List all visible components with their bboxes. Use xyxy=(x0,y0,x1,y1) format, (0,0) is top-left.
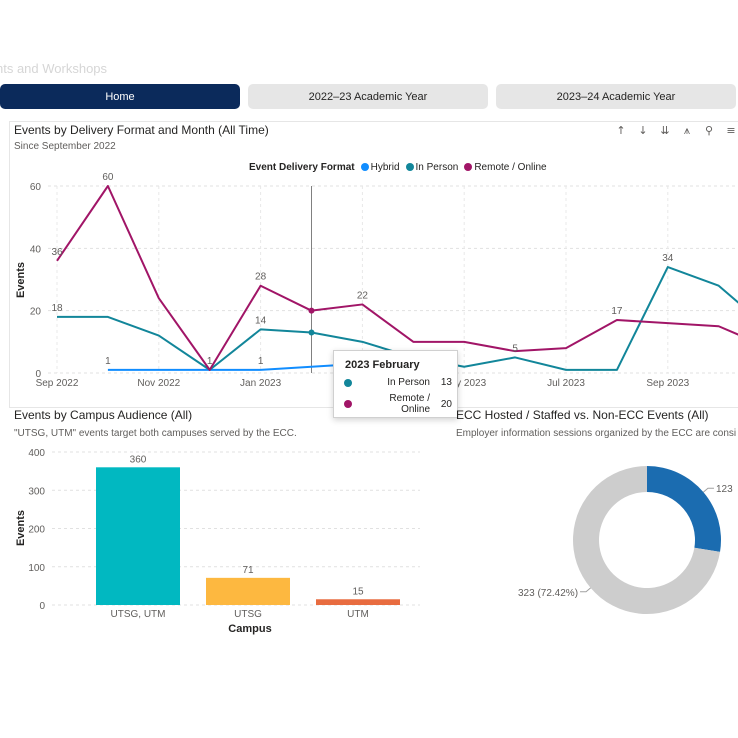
donut-chart-subtitle: Employer information sessions organized … xyxy=(456,428,737,439)
tooltip-row-in-person: In Person 13 xyxy=(344,377,452,388)
bar-utm xyxy=(316,599,400,605)
bar-chart-subtitle: "UTSG, UTM" events target both campuses … xyxy=(14,428,297,439)
bar-x-tick-label: UTSG xyxy=(234,609,262,620)
legend-item-in-person[interactable]: In Person xyxy=(405,162,459,173)
donut-slice-1 xyxy=(573,466,721,615)
tooltip-label: Remote / Online xyxy=(389,393,430,415)
donut-slice-0 xyxy=(647,466,721,552)
bar-y-tick-label: 0 xyxy=(39,601,45,612)
pin-icon[interactable]: ⚲ xyxy=(704,124,714,137)
tooltip-dot-icon xyxy=(344,400,352,408)
page-title: nts and Workshops xyxy=(0,61,108,76)
tab-2022-23[interactable]: 2022–23 Academic Year xyxy=(248,84,488,109)
tooltip-title: 2023 February xyxy=(345,359,420,371)
legend-title: Event Delivery Format xyxy=(249,162,355,173)
legend-label: In Person xyxy=(415,162,459,173)
drill-up-icon[interactable]: ↑ xyxy=(616,124,626,137)
tooltip-dot-icon xyxy=(344,378,352,387)
legend-label: Hybrid xyxy=(370,162,400,173)
donut-leader-line xyxy=(580,587,591,593)
tab-2023-24[interactable]: 2023–24 Academic Year xyxy=(496,84,736,109)
drill-down-icon[interactable]: ↓ xyxy=(638,124,648,137)
bar-x-tick-label: UTM xyxy=(347,609,369,620)
bar-y-axis-title: Events xyxy=(15,510,27,546)
visual-header-toolbar: ↑ ↓ ⇊ ⩚ ⚲ ≡ xyxy=(614,124,738,138)
donut-label: 123 xyxy=(716,484,733,495)
filter-icon[interactable]: ≡ xyxy=(726,124,736,137)
legend-dot-icon xyxy=(405,163,414,171)
legend-item-remote-online[interactable]: Remote / Online xyxy=(464,162,547,173)
expand-all-down-icon[interactable]: ⇊ xyxy=(660,124,670,137)
legend-dot-icon xyxy=(360,163,369,171)
donut-leader-line xyxy=(703,487,714,493)
bar-data-label: 360 xyxy=(130,454,147,465)
tooltip-value: 20 xyxy=(440,398,452,410)
tab-home[interactable]: Home xyxy=(0,84,240,109)
tooltip-value: 13 xyxy=(440,377,452,388)
bar-y-tick-label: 200 xyxy=(28,525,45,536)
donut-chart-title: ECC Hosted / Staffed vs. Non-ECC Events … xyxy=(456,408,709,422)
bar-y-tick-label: 400 xyxy=(28,448,45,459)
line-chart-subtitle: Since September 2022 xyxy=(14,141,116,152)
bar-y-tick-label: 100 xyxy=(28,563,45,574)
bar-utsg-utm xyxy=(96,467,180,605)
bar-data-label: 71 xyxy=(242,565,254,576)
line-chart-legend: Event Delivery Format Hybrid In Person R… xyxy=(249,162,547,173)
legend-label: Remote / Online xyxy=(474,162,547,173)
legend-item-hybrid[interactable]: Hybrid xyxy=(360,162,400,173)
line-chart-title: Events by Delivery Format and Month (All… xyxy=(14,123,269,137)
tooltip-row-remote-online: Remote / Online 20 xyxy=(344,393,452,415)
bar-chart-title: Events by Campus Audience (All) xyxy=(14,408,193,422)
donut-label: 323 (72.42%) xyxy=(518,588,578,599)
tooltip: 2023 February In Person 13 Remote / Onli… xyxy=(333,350,458,418)
expand-hierarchy-icon[interactable]: ⩚ xyxy=(683,124,691,137)
bar-y-tick-label: 300 xyxy=(28,486,45,497)
bar-x-tick-label: UTSG, UTM xyxy=(111,609,166,620)
bar-data-label: 15 xyxy=(352,586,364,597)
tooltip-label: In Person xyxy=(387,377,430,388)
legend-dot-icon xyxy=(464,163,473,171)
bar-utsg xyxy=(206,577,290,605)
bar-x-axis-title: Campus xyxy=(228,623,271,635)
